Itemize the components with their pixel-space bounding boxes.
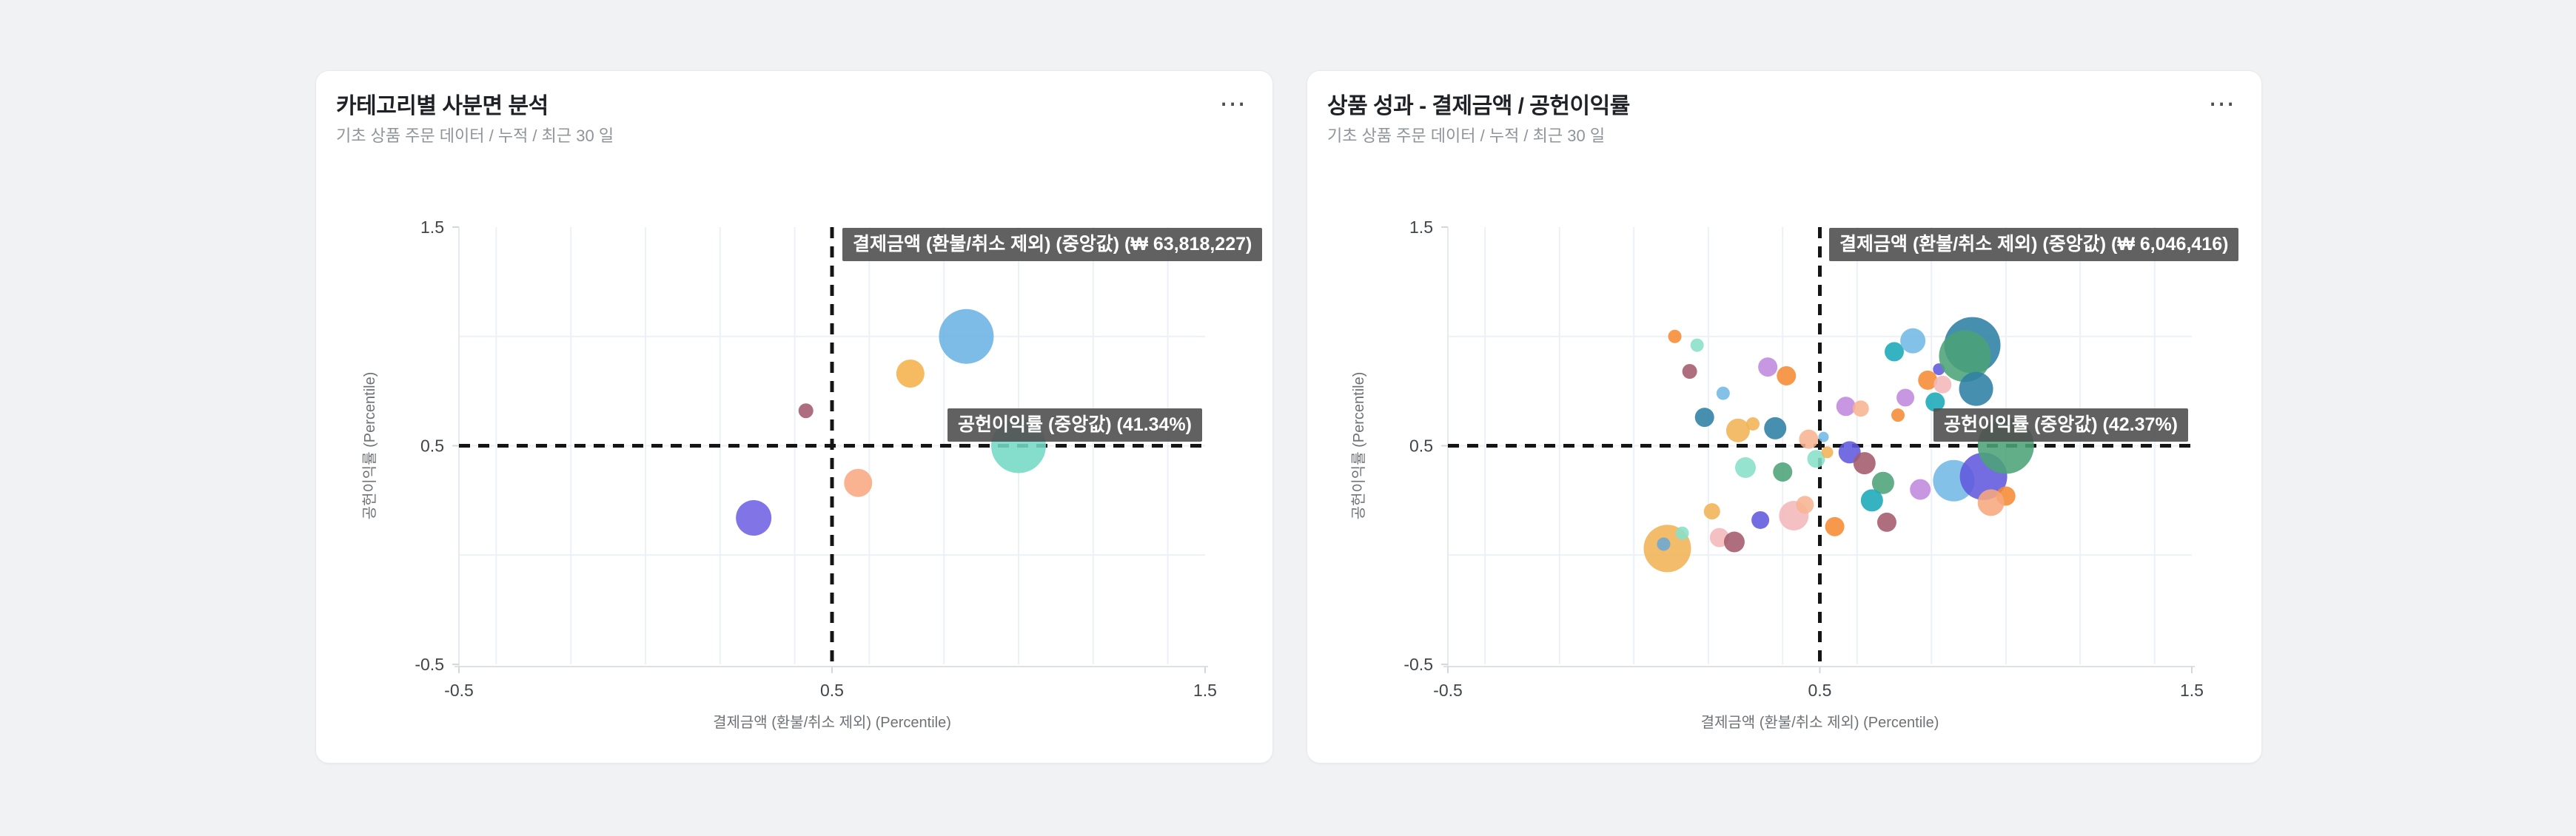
y-tick-label: 1.5 [1409,218,1433,237]
x-tick-label: -0.5 [444,681,474,700]
bubble[interactable] [1716,386,1730,400]
bubble[interactable] [1977,489,2005,516]
bubble[interactable] [1725,418,1750,442]
bubble[interactable] [1885,342,1904,362]
median-y-badge: 공헌이익률 (중앙값) (41.34%) [947,408,1202,442]
card-title: 상품 성과 - 결제금액 / 공헌이익률 [1327,94,1630,118]
bubble[interactable] [1735,457,1756,479]
bubble[interactable] [1860,489,1883,512]
x-tick-label: 1.5 [1193,681,1217,700]
bubble[interactable] [1825,516,1845,536]
bubble[interactable] [1852,400,1869,417]
y-tick-label: 0.5 [420,436,444,456]
bubble[interactable] [1682,364,1697,380]
bubble[interactable] [1694,408,1714,428]
bubble[interactable] [1796,496,1814,514]
bubble[interactable] [1758,357,1778,377]
bubble[interactable] [844,468,873,497]
bubble[interactable] [1818,431,1829,442]
y-tick-label: 0.5 [1409,436,1433,456]
bubble[interactable] [939,309,994,364]
bubble[interactable] [1723,531,1745,553]
more-options-icon[interactable]: ⋯ [2208,88,2235,118]
bubble[interactable] [1799,429,1819,449]
x-axis-title: 결제금액 (환불/취소 제외) (Percentile) [713,714,951,731]
card-category-quadrant: 카테고리별 사분면 분석 기초 상품 주문 데이터 / 누적 / 최근 30 일… [315,70,1273,763]
bubble[interactable] [1853,452,1876,475]
bubble[interactable] [1690,338,1704,352]
bubble[interactable] [1959,371,1993,406]
bubble[interactable] [1703,503,1720,520]
bubble[interactable] [1939,330,1991,382]
bubble[interactable] [1876,512,1896,532]
bubble[interactable] [896,359,925,388]
bubble[interactable] [798,403,814,419]
y-axis-title: 공헌이익률 (Percentile) [361,372,378,520]
bubble[interactable] [736,500,772,536]
x-tick-label: -0.5 [1433,681,1463,700]
bubble[interactable] [1836,397,1856,417]
bubble[interactable] [1773,462,1793,482]
quadrant-scatter-chart[interactable]: -0.5 0.5 1.5 -0.5 0.5 1.5 결제금액 (환불/취소 제외) (Per… [316,71,1272,763]
x-tick-label: 0.5 [820,681,844,700]
bubble[interactable] [1777,365,1797,385]
bubble[interactable] [1668,329,1682,343]
card-subtitle: 기초 상품 주문 데이터 / 누적 / 최근 30 일 [1327,127,1606,145]
bubble[interactable] [1891,408,1905,422]
bubble[interactable] [1910,479,1931,500]
bubble[interactable] [1675,526,1689,540]
y-tick-label: 1.5 [420,218,444,237]
card-product-performance: 상품 성과 - 결제금액 / 공헌이익률 기초 상품 주문 데이터 / 누적 /… [1307,70,2262,763]
bubble[interactable] [1807,450,1825,468]
bubble[interactable] [1657,537,1671,551]
y-tick-label: -0.5 [415,655,444,674]
bubble[interactable] [1764,417,1787,439]
median-x-badge: 결제금액 (환불/취소 제외) (중앙값) (₩ 63,818,227) [842,228,1263,261]
median-x-badge: 결제금액 (환불/취소 제외) (중앙값) (₩ 6,046,416) [1829,228,2239,261]
bubble[interactable] [1821,446,1834,459]
bubble[interactable] [1746,417,1760,431]
y-axis-title: 공헌이익률 (Percentile) [1350,372,1367,520]
card-subtitle: 기초 상품 주문 데이터 / 누적 / 최근 30 일 [336,127,614,145]
bubble[interactable] [1925,392,1945,412]
card-title: 카테고리별 사분면 분석 [336,94,549,118]
median-y-badge: 공헌이익률 (중앙값) (42.37%) [1933,408,2188,442]
bubble[interactable] [1896,388,1915,407]
bubble[interactable] [1900,328,1926,354]
bubble[interactable] [1871,471,1894,494]
bubble[interactable] [1918,370,1938,390]
x-tick-label: 0.5 [1808,681,1832,700]
y-tick-label: -0.5 [1403,655,1433,674]
more-options-icon[interactable]: ⋯ [1219,88,1246,118]
bubble[interactable] [1751,510,1770,529]
x-axis-title: 결제금액 (환불/취소 제외) (Percentile) [1701,714,1939,731]
bubble[interactable] [1933,375,1952,394]
product-scatter-chart[interactable]: -0.5 0.5 1.5 -0.5 0.5 1.5 결제금액 (환불/취소 제외) (Per… [1307,71,2261,763]
x-tick-label: 1.5 [2180,681,2204,700]
